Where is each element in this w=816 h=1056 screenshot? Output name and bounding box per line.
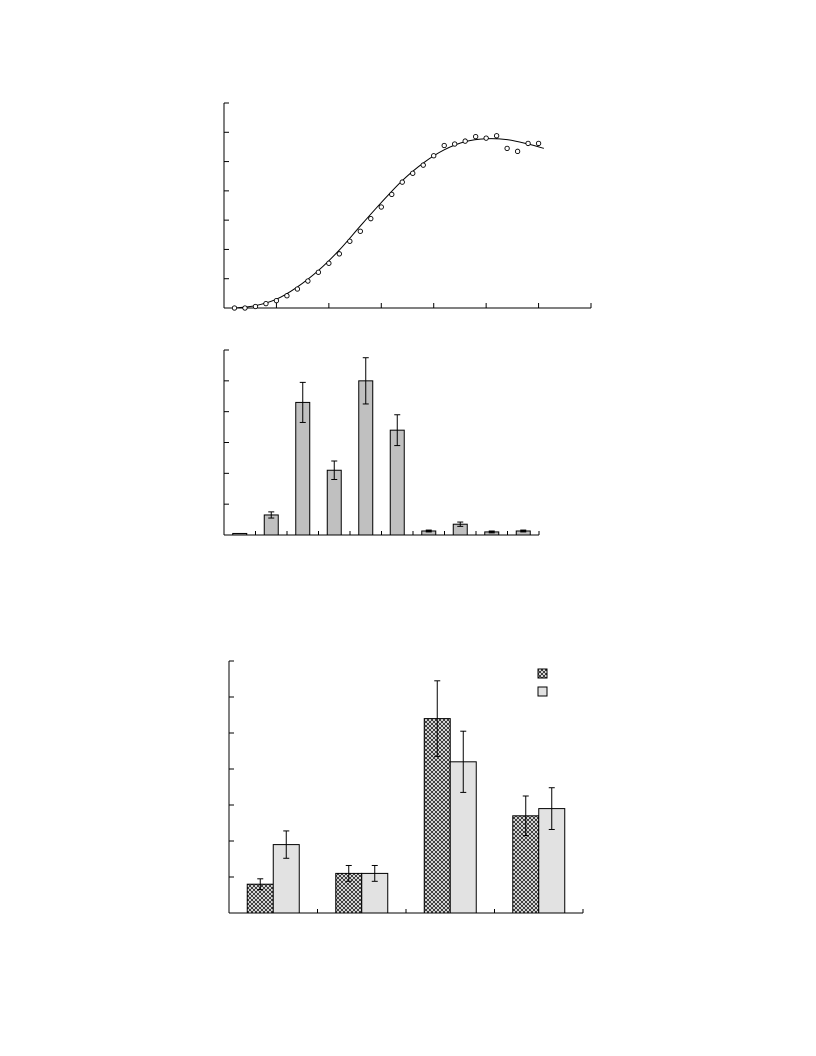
data-point (504, 145, 510, 152)
data-point (420, 162, 426, 168)
scatter-panel (223, 102, 592, 311)
data-point (535, 140, 542, 147)
data-point (294, 286, 301, 292)
data-point (336, 251, 342, 257)
data-point (514, 148, 521, 154)
data-point (431, 153, 437, 159)
data-point (284, 293, 290, 299)
grouped-bar-panel (228, 660, 584, 914)
legend-swatch-2 (537, 686, 548, 697)
data-point (483, 135, 489, 141)
data-point (242, 305, 248, 311)
data-point (525, 140, 531, 147)
data-point (441, 142, 447, 149)
data-point (315, 269, 322, 275)
data-point (399, 179, 405, 185)
data-point (357, 228, 363, 234)
data-point (462, 138, 468, 144)
data-point (273, 298, 280, 304)
bar-series-1 (246, 883, 274, 914)
data-point (493, 133, 500, 139)
data-point (231, 305, 238, 311)
data-point (389, 191, 395, 198)
data-point (305, 278, 311, 284)
data-point (452, 141, 458, 147)
bar-panel (223, 349, 540, 536)
data-point (252, 303, 259, 310)
data-point (378, 204, 384, 210)
data-point (347, 238, 353, 244)
legend (537, 668, 548, 697)
data-point (263, 300, 269, 307)
data-point (410, 170, 416, 176)
fit-curve (234, 138, 544, 309)
data-point (473, 134, 479, 140)
legend-swatch-1 (537, 668, 548, 679)
data-point (326, 260, 332, 266)
data-point (368, 216, 374, 222)
